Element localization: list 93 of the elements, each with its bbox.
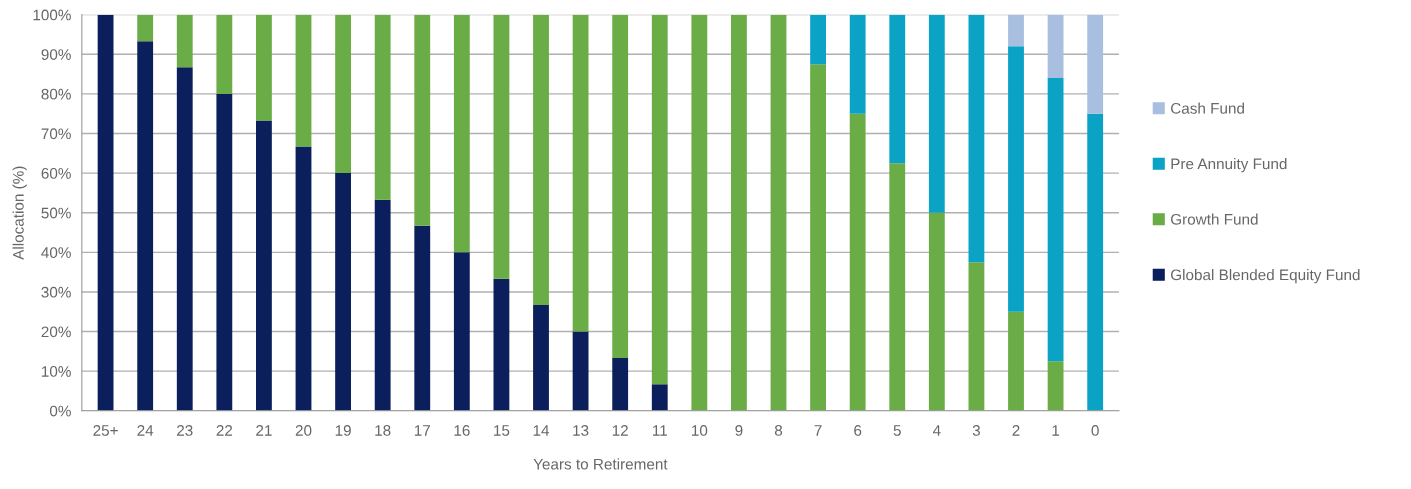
x-tick-label: 25+ — [93, 425, 118, 436]
bar — [137, 14, 154, 42]
legend-label: Growth Fund — [1170, 213, 1258, 225]
bar — [335, 173, 352, 411]
x-tick-label: 14 — [533, 425, 550, 436]
bar — [928, 14, 945, 213]
bar — [256, 14, 272, 121]
bar — [651, 384, 668, 411]
x-tick-label: 9 — [735, 425, 743, 436]
bar — [612, 358, 629, 411]
x-tick-label: 20 — [295, 425, 312, 436]
bar — [374, 14, 391, 200]
bar — [1047, 14, 1064, 79]
bar — [849, 113, 866, 411]
x-tick-label: 18 — [375, 425, 391, 436]
bar — [889, 163, 906, 411]
bar — [849, 14, 866, 114]
x-tick-label: 5 — [893, 425, 901, 436]
bar — [731, 14, 747, 411]
bar — [651, 14, 668, 385]
bar — [928, 212, 945, 411]
bar — [810, 64, 827, 411]
bar — [335, 14, 352, 174]
bar — [97, 14, 114, 411]
bar — [374, 199, 391, 411]
bar — [572, 14, 589, 332]
bar — [414, 14, 431, 226]
bar — [295, 14, 312, 147]
bar — [1008, 311, 1024, 411]
x-tick-label: 0 — [1091, 425, 1099, 436]
legend-label: Pre Annuity Fund — [1171, 158, 1287, 173]
bar — [810, 14, 827, 65]
bar — [691, 14, 708, 411]
x-tick-label: 2 — [1012, 425, 1020, 436]
bar — [493, 14, 510, 279]
y-tick-label: 20% — [41, 326, 71, 338]
y-tick-label: 50% — [41, 207, 71, 219]
x-tick-label: 12 — [612, 425, 628, 436]
bar — [1087, 113, 1104, 411]
bar — [968, 14, 985, 263]
x-tick-label: 4 — [932, 425, 941, 436]
bar — [1047, 78, 1064, 362]
bar — [572, 331, 589, 411]
x-tick-label: 7 — [814, 425, 822, 436]
bar — [256, 120, 272, 411]
legend-label: Cash Fund — [1171, 102, 1244, 114]
y-axis-title: Allocation (%) — [12, 166, 27, 260]
x-tick-label: 19 — [335, 425, 351, 436]
x-tick-label: 15 — [494, 425, 510, 436]
x-tick-label: 13 — [573, 425, 589, 436]
bar — [770, 14, 787, 411]
y-tick-label: 0% — [49, 405, 71, 417]
x-tick-label: 22 — [216, 425, 233, 436]
y-tick-label: 40% — [41, 247, 71, 259]
x-tick-label: 8 — [774, 425, 783, 436]
bar — [533, 14, 549, 305]
bar — [1008, 46, 1024, 312]
bar — [533, 305, 549, 411]
x-tick-label: 21 — [256, 425, 272, 436]
legend-label: Global Blended Equity Fund — [1170, 269, 1360, 284]
bar — [493, 278, 510, 411]
y-tick-label: 100% — [33, 9, 71, 21]
bar — [176, 67, 193, 411]
x-tick-label: 10 — [692, 425, 708, 436]
bar — [216, 14, 233, 94]
x-tick-label: 24 — [137, 425, 154, 436]
bar — [1047, 361, 1064, 411]
bar — [453, 252, 470, 411]
x-axis-title: Years to Retirement — [533, 458, 668, 470]
y-tick-label: 60% — [41, 167, 71, 179]
y-tick-label: 90% — [41, 49, 71, 60]
x-tick-label: 17 — [414, 425, 430, 436]
y-tick-label: 30% — [41, 286, 71, 298]
x-tick-label: 23 — [177, 425, 193, 436]
x-tick-label: 6 — [854, 425, 862, 436]
bar — [216, 93, 233, 411]
bar — [968, 262, 985, 411]
y-tick-label: 80% — [41, 88, 71, 100]
y-tick-label: 70% — [41, 128, 71, 140]
bar — [1008, 14, 1024, 47]
bar — [295, 146, 312, 411]
bar — [889, 14, 906, 164]
x-tick-label: 11 — [652, 425, 667, 436]
x-tick-label: 16 — [454, 425, 470, 436]
bar — [137, 41, 154, 411]
bar — [414, 225, 431, 411]
bar — [1087, 14, 1104, 114]
bar — [453, 14, 470, 253]
y-tick-label: 10% — [42, 366, 71, 377]
x-tick-label: 1 — [1052, 425, 1060, 436]
bar — [612, 14, 629, 359]
bar — [176, 14, 193, 68]
x-tick-label: 3 — [972, 425, 980, 436]
